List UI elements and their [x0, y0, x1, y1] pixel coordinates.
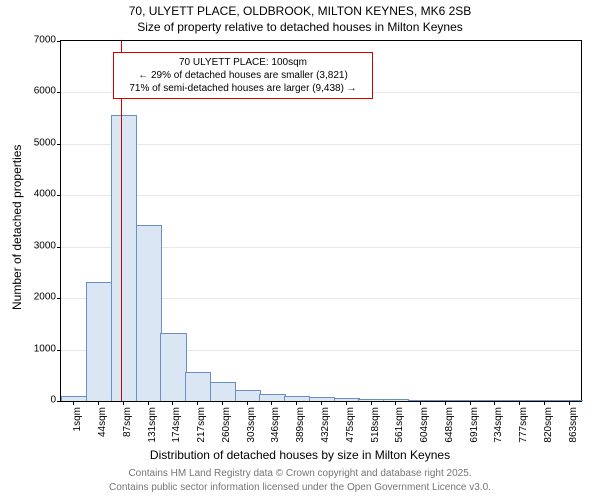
- footnote-line2: Contains public sector information licen…: [0, 482, 600, 493]
- x-tick: [494, 401, 495, 405]
- histogram-bar: [235, 390, 261, 401]
- x-tick: [544, 401, 545, 405]
- x-tick-label: 561sqm: [394, 407, 405, 447]
- x-tick: [420, 401, 421, 405]
- chart-title-line2: Size of property relative to detached ho…: [0, 20, 600, 34]
- y-tick-label: 6000: [34, 86, 56, 97]
- x-tick-label: 87sqm: [122, 407, 133, 447]
- y-tick-label: 3000: [34, 240, 56, 251]
- x-tick-label: 303sqm: [246, 407, 257, 447]
- x-tick: [445, 401, 446, 405]
- x-tick: [395, 401, 396, 405]
- histogram-bar: [259, 394, 285, 401]
- histogram-bar: [532, 400, 558, 401]
- x-tick-label: 777sqm: [518, 407, 529, 447]
- gridline: [61, 144, 581, 145]
- y-tick-label: 1000: [34, 343, 56, 354]
- histogram-bar: [160, 333, 186, 401]
- histogram-bar: [86, 282, 112, 401]
- x-tick: [123, 401, 124, 405]
- x-tick-label: 820sqm: [543, 407, 554, 447]
- x-tick-label: 389sqm: [295, 407, 306, 447]
- x-tick-label: 131sqm: [147, 407, 158, 447]
- annotation-box: 70 ULYETT PLACE: 100sqm← 29% of detached…: [113, 52, 373, 99]
- y-tick-label: 0: [50, 395, 56, 406]
- y-tick: [57, 195, 61, 196]
- x-tick: [222, 401, 223, 405]
- histogram-bar: [210, 382, 236, 401]
- x-tick: [73, 401, 74, 405]
- x-tick-label: 217sqm: [196, 407, 207, 447]
- chart-title-line1: 70, ULYETT PLACE, OLDBROOK, MILTON KEYNE…: [0, 4, 600, 18]
- histogram-bar: [111, 115, 137, 401]
- histogram-bar: [457, 400, 483, 401]
- x-tick: [519, 401, 520, 405]
- x-tick-label: 1sqm: [72, 407, 83, 447]
- x-tick-label: 648sqm: [444, 407, 455, 447]
- y-tick: [57, 350, 61, 351]
- histogram-bar: [433, 400, 459, 401]
- y-tick-label: 4000: [34, 189, 56, 200]
- histogram-bar: [556, 400, 582, 401]
- histogram-bar: [185, 372, 211, 401]
- y-tick-label: 5000: [34, 137, 56, 148]
- y-tick-label: 2000: [34, 292, 56, 303]
- x-tick: [271, 401, 272, 405]
- x-tick: [296, 401, 297, 405]
- x-tick: [371, 401, 372, 405]
- x-tick-label: 432sqm: [320, 407, 331, 447]
- x-tick: [98, 401, 99, 405]
- x-tick: [569, 401, 570, 405]
- x-tick: [321, 401, 322, 405]
- y-tick: [57, 144, 61, 145]
- y-tick: [57, 298, 61, 299]
- x-tick-label: 734sqm: [493, 407, 504, 447]
- histogram-bar: [334, 398, 360, 401]
- x-tick-label: 518sqm: [370, 407, 381, 447]
- x-tick-label: 691sqm: [469, 407, 480, 447]
- x-tick-label: 604sqm: [419, 407, 430, 447]
- y-tick: [57, 92, 61, 93]
- x-tick-label: 174sqm: [171, 407, 182, 447]
- x-tick-label: 44sqm: [97, 407, 108, 447]
- annotation-line: 71% of semi-detached houses are larger (…: [120, 82, 366, 95]
- x-tick: [148, 401, 149, 405]
- annotation-line: 70 ULYETT PLACE: 100sqm: [120, 56, 366, 69]
- x-tick-label: 260sqm: [221, 407, 232, 447]
- x-tick: [470, 401, 471, 405]
- plot-area: 70 ULYETT PLACE: 100sqm← 29% of detached…: [60, 40, 582, 402]
- x-tick-label: 346sqm: [270, 407, 281, 447]
- x-tick: [172, 401, 173, 405]
- annotation-line: ← 29% of detached houses are smaller (3,…: [120, 69, 366, 82]
- x-tick: [346, 401, 347, 405]
- footnote-line1: Contains HM Land Registry data © Crown c…: [0, 468, 600, 479]
- y-tick: [57, 401, 61, 402]
- y-tick: [57, 41, 61, 42]
- y-axis-label: Number of detached properties: [10, 145, 24, 310]
- x-tick: [247, 401, 248, 405]
- x-tick-label: 863sqm: [568, 407, 579, 447]
- y-tick: [57, 247, 61, 248]
- x-tick: [197, 401, 198, 405]
- histogram-bar: [136, 225, 162, 401]
- y-tick-label: 7000: [34, 35, 56, 46]
- x-tick-label: 475sqm: [345, 407, 356, 447]
- x-axis-label: Distribution of detached houses by size …: [0, 448, 600, 462]
- gridline: [61, 195, 581, 196]
